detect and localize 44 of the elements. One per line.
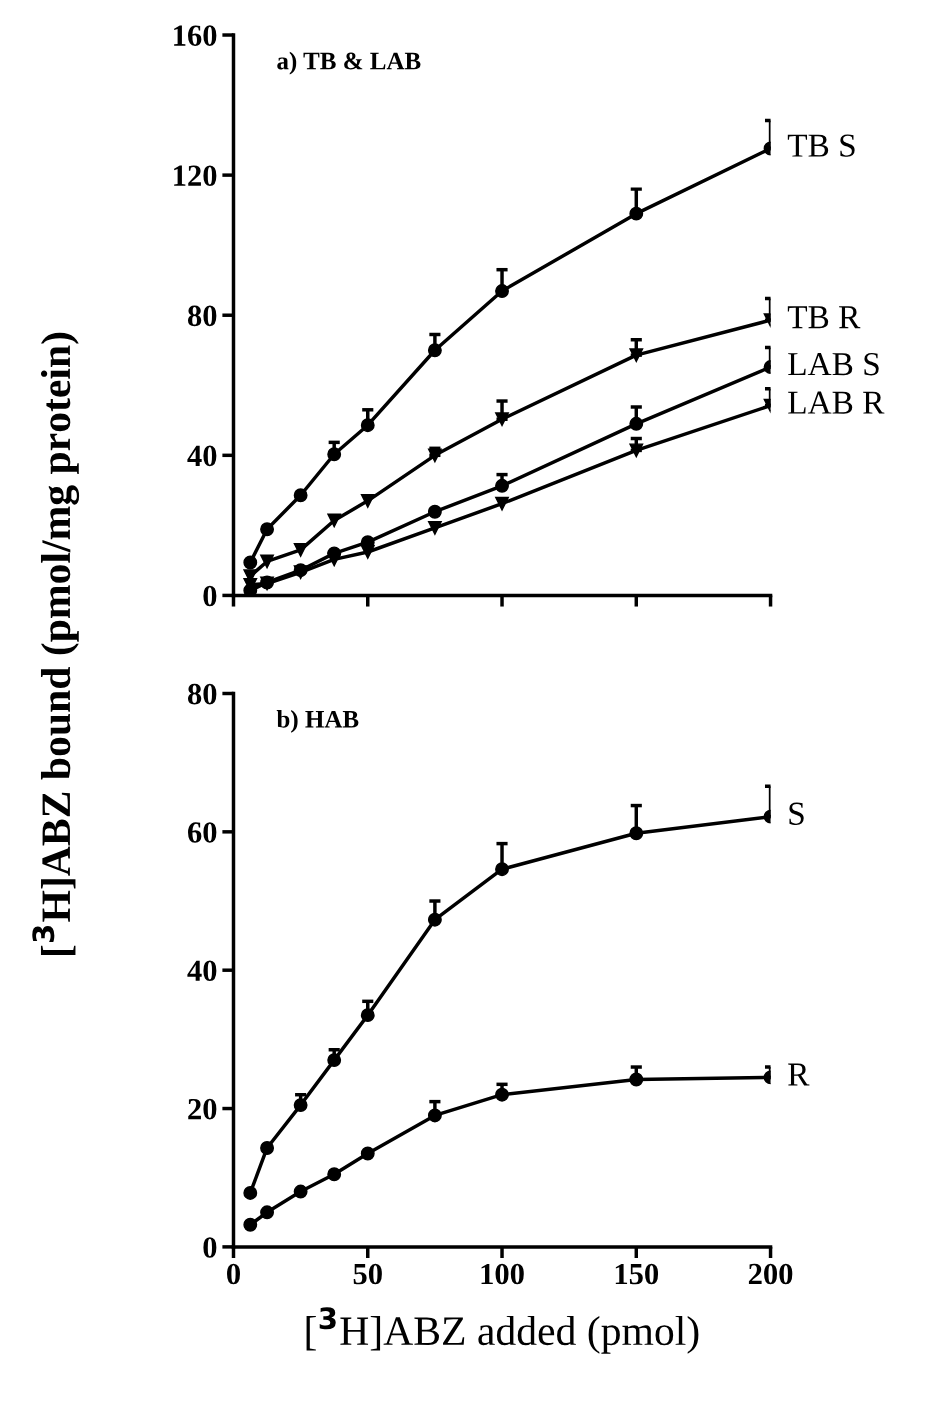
x-tick-label: 0 [227,1263,240,1285]
y-axis-title: [$^{3}$H]ABZ bound (pmol/mg protein) [32,332,80,956]
x-tick-label: 150 [615,1263,659,1285]
point [293,488,308,503]
y-tick-label: 0 [203,585,217,607]
point [293,542,308,557]
point [260,1141,275,1155]
y-tick-label: 80 [187,305,217,327]
point [327,552,342,567]
point [495,496,509,511]
y-tick-label: 0 [203,1237,217,1258]
point [260,1205,275,1220]
y-tick-label: 40 [187,960,217,982]
point [243,555,258,570]
y-tick-label: 40 [187,445,217,467]
y-tick-label: 160 [174,25,217,46]
point [260,522,275,537]
series-label: TB S [787,134,855,157]
point [360,545,375,559]
y-tick-label: 80 [187,683,217,705]
point [293,1184,308,1199]
point [360,493,375,508]
point [243,1185,258,1200]
point [427,504,442,519]
x-tick-label: 200 [748,1263,793,1285]
series-label: LAB S [788,353,879,376]
point [327,1167,342,1182]
series-label: LAB R [788,391,885,414]
text: b) HAB [276,710,359,733]
y-tick-label: 20 [188,1098,217,1120]
y-tick-label: 60 [188,822,217,843]
point [260,554,275,569]
text: a) TB & LAB [277,51,421,75]
y-tick-label: 120 [174,165,217,187]
point [360,1146,375,1161]
series-label: R [788,1063,810,1086]
series-label: TB R [787,306,861,329]
series-label: S [789,802,804,825]
x-axis-title: [$^{3}$H]ABZ added (pmol) [306,1307,699,1354]
point [427,520,442,535]
x-tick-label: 100 [481,1263,524,1285]
point [243,1217,258,1232]
point [327,513,342,528]
x-tick-label: 50 [353,1263,382,1285]
